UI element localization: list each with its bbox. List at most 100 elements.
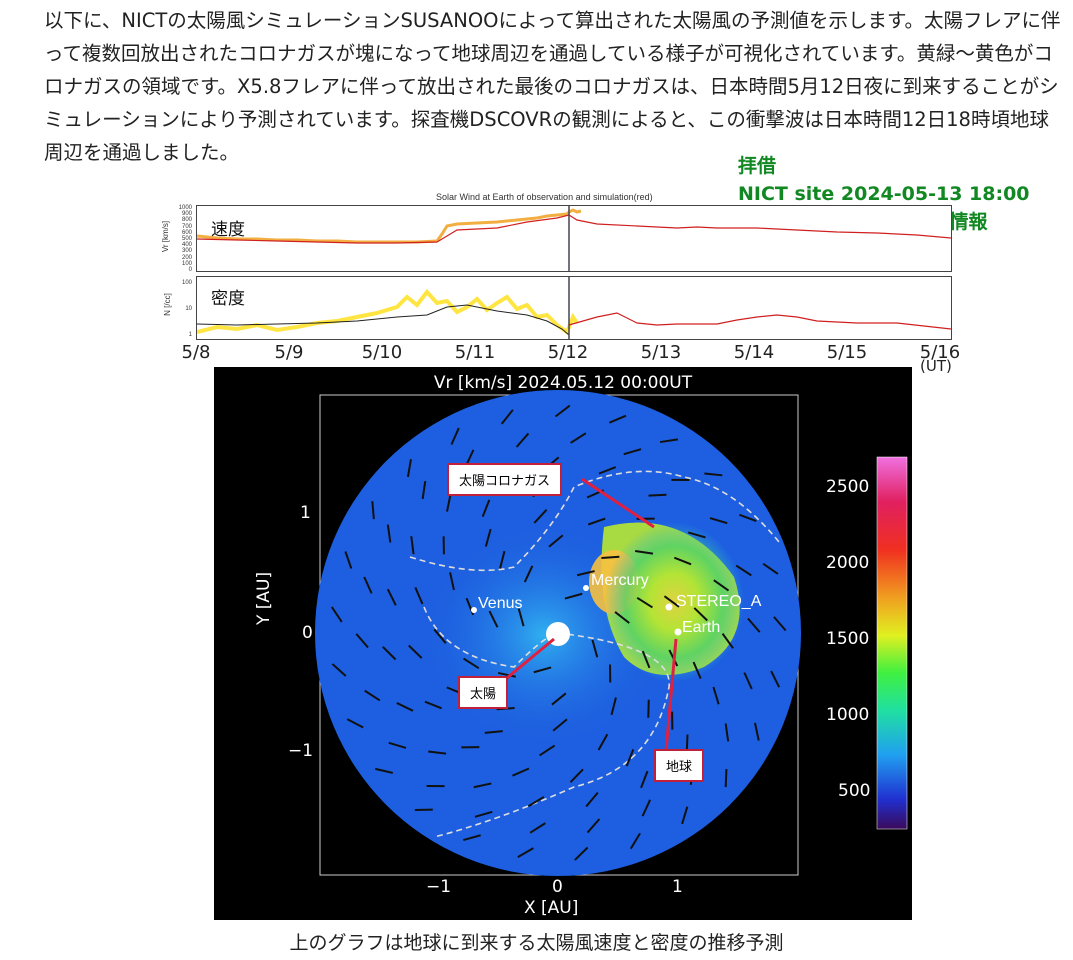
date-tick: 5/15 [826, 342, 868, 363]
date-tick: 5/12 [547, 342, 589, 363]
speed-tick: 400 [181, 242, 192, 249]
wind-arrow [410, 536, 415, 555]
density-panel: 密度 [196, 276, 952, 340]
wind-arrow [614, 611, 630, 624]
wind-arrow [539, 744, 556, 757]
wind-arrow [449, 572, 455, 591]
wind-arrow [648, 493, 667, 497]
credit-line-2: NICT site 2024-05-13 18:00 [738, 183, 1030, 205]
x-axis-label: X [AU] [524, 898, 579, 918]
boundary-line-2 [423, 606, 555, 668]
wind-arrow [576, 570, 595, 577]
xtick-neg1: −1 [426, 877, 452, 897]
wind-arrow [753, 722, 760, 741]
density-tick: 1 [188, 332, 192, 338]
wind-arrow [770, 670, 781, 688]
wind-arrow [428, 750, 447, 755]
date-tick: 5/13 [640, 342, 682, 363]
wind-arrow [597, 733, 609, 751]
wind-arrow [713, 579, 730, 592]
simulation-panel: Vr [km/s] 2024.05.12 00:00UT [214, 367, 912, 920]
wind-arrow [523, 565, 534, 583]
speed-sim-line [197, 214, 951, 244]
wind-arrow [388, 741, 407, 749]
wind-arrow [585, 792, 599, 808]
wind-arrow [586, 818, 601, 834]
density-tick: 10 [185, 306, 192, 312]
stereo-marker [665, 603, 673, 611]
simulation-map [315, 390, 908, 876]
wind-arrow [709, 517, 728, 525]
credit-line-1: 拝借 [738, 155, 777, 177]
wind-arrow [554, 404, 571, 418]
y-axis-label: Y [AU] [254, 571, 274, 625]
date-tick: 5/14 [733, 342, 775, 363]
density-sim-line [197, 304, 570, 336]
colorbar-tick-500: 500 [838, 781, 871, 801]
wind-arrow [499, 550, 506, 569]
wind-arrow [551, 692, 567, 706]
wind-arrow [517, 608, 525, 627]
corona-gas-annotation: 太陽コロナガス [447, 463, 563, 496]
wind-arrow [609, 414, 627, 424]
speed-tick: 200 [181, 254, 192, 261]
speed-tick: 1000 [178, 205, 192, 211]
wind-arrow [386, 588, 397, 606]
earth-label: Earth [682, 619, 721, 636]
density-observed-line [197, 288, 579, 336]
wind-arrow [564, 592, 583, 600]
wind-arrow [474, 810, 493, 818]
boundary-line-1 [409, 470, 780, 572]
wind-arrow [406, 458, 412, 478]
wind-arrow [515, 432, 530, 448]
mercury-label: Mercury [591, 572, 649, 589]
wind-arrow [497, 671, 516, 678]
wind-arrow [704, 472, 723, 477]
wind-arrow [610, 697, 617, 716]
wind-arrow [629, 832, 641, 850]
corona-gas-pointer [581, 477, 655, 529]
wind-arrow [598, 466, 617, 475]
wind-arrow [693, 607, 708, 622]
wind-arrow [433, 628, 447, 644]
mercury-marker [583, 585, 589, 591]
date-tick: 5/9 [274, 342, 304, 363]
wind-arrow [570, 432, 587, 444]
wind-arrow [364, 689, 381, 702]
wind-arrow [424, 700, 443, 710]
xtick-1: 1 [672, 877, 683, 897]
wind-arrow [601, 555, 620, 559]
wind-arrow [473, 782, 492, 789]
speed-tick: 300 [181, 248, 192, 255]
wind-arrow [346, 718, 364, 729]
date-tick: 5/10 [361, 342, 403, 363]
timeseries-title: Solar Wind at Earth of observation and s… [436, 192, 653, 202]
wind-arrow [533, 666, 552, 674]
boundary-line-3 [433, 632, 670, 838]
wind-arrow [569, 768, 584, 783]
wind-arrow [687, 531, 706, 539]
wind-arrow [743, 672, 753, 690]
colorbar-tick-1000: 1000 [826, 705, 870, 725]
stereo-label: STEREO_A [676, 593, 762, 610]
wind-arrow [484, 730, 503, 734]
ytick-neg1: −1 [288, 741, 314, 761]
wind-arrow [773, 616, 787, 632]
date-tick: 5/16 [919, 342, 961, 363]
speed-plot [197, 206, 951, 271]
venus-marker [471, 607, 477, 613]
density-ylabel: N [/cc] [162, 293, 172, 316]
wind-arrow [692, 661, 702, 679]
speed-tick: 500 [181, 236, 192, 242]
wind-arrow [484, 528, 492, 547]
speed-tick: 100 [181, 260, 192, 267]
wind-arrow [724, 723, 730, 742]
wind-arrow [721, 633, 734, 649]
wind-arrow [641, 650, 651, 669]
colorbar [876, 456, 908, 830]
wind-arrow [673, 556, 692, 566]
sun-annotation: 太陽 [458, 676, 509, 709]
speed-tick: 800 [181, 217, 192, 224]
wind-arrow [681, 806, 689, 825]
wind-arrow [330, 606, 343, 623]
